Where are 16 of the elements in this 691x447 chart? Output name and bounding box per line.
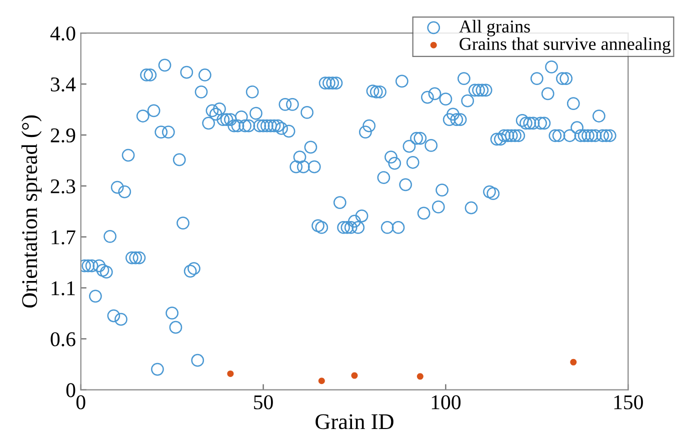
x-tick-label: 100 bbox=[432, 395, 461, 410]
y-tick-label: 2.9 bbox=[50, 128, 76, 143]
x-axis-title: Grain ID bbox=[316, 414, 394, 430]
y-tick-label: 0.6 bbox=[50, 332, 76, 346]
x-tick-label: 50 bbox=[254, 395, 273, 410]
y-axis-title: Orientation spread (°) bbox=[21, 115, 42, 308]
y-tick-label: 2.3 bbox=[50, 179, 76, 194]
y-tick-label: 1.7 bbox=[52, 230, 76, 244]
y-tick-label: 1.1 bbox=[52, 281, 75, 296]
y-tick-label: 3.4 bbox=[50, 77, 76, 92]
y-tick-label: 0 bbox=[66, 383, 76, 398]
x-tick-label: 0 bbox=[76, 395, 86, 410]
legend-label: Grains that survive annealing bbox=[460, 37, 671, 54]
y-tick-label: 4.0 bbox=[50, 26, 76, 41]
x-tick-label: 150 bbox=[614, 395, 643, 410]
legend-label: All grains bbox=[459, 20, 530, 36]
